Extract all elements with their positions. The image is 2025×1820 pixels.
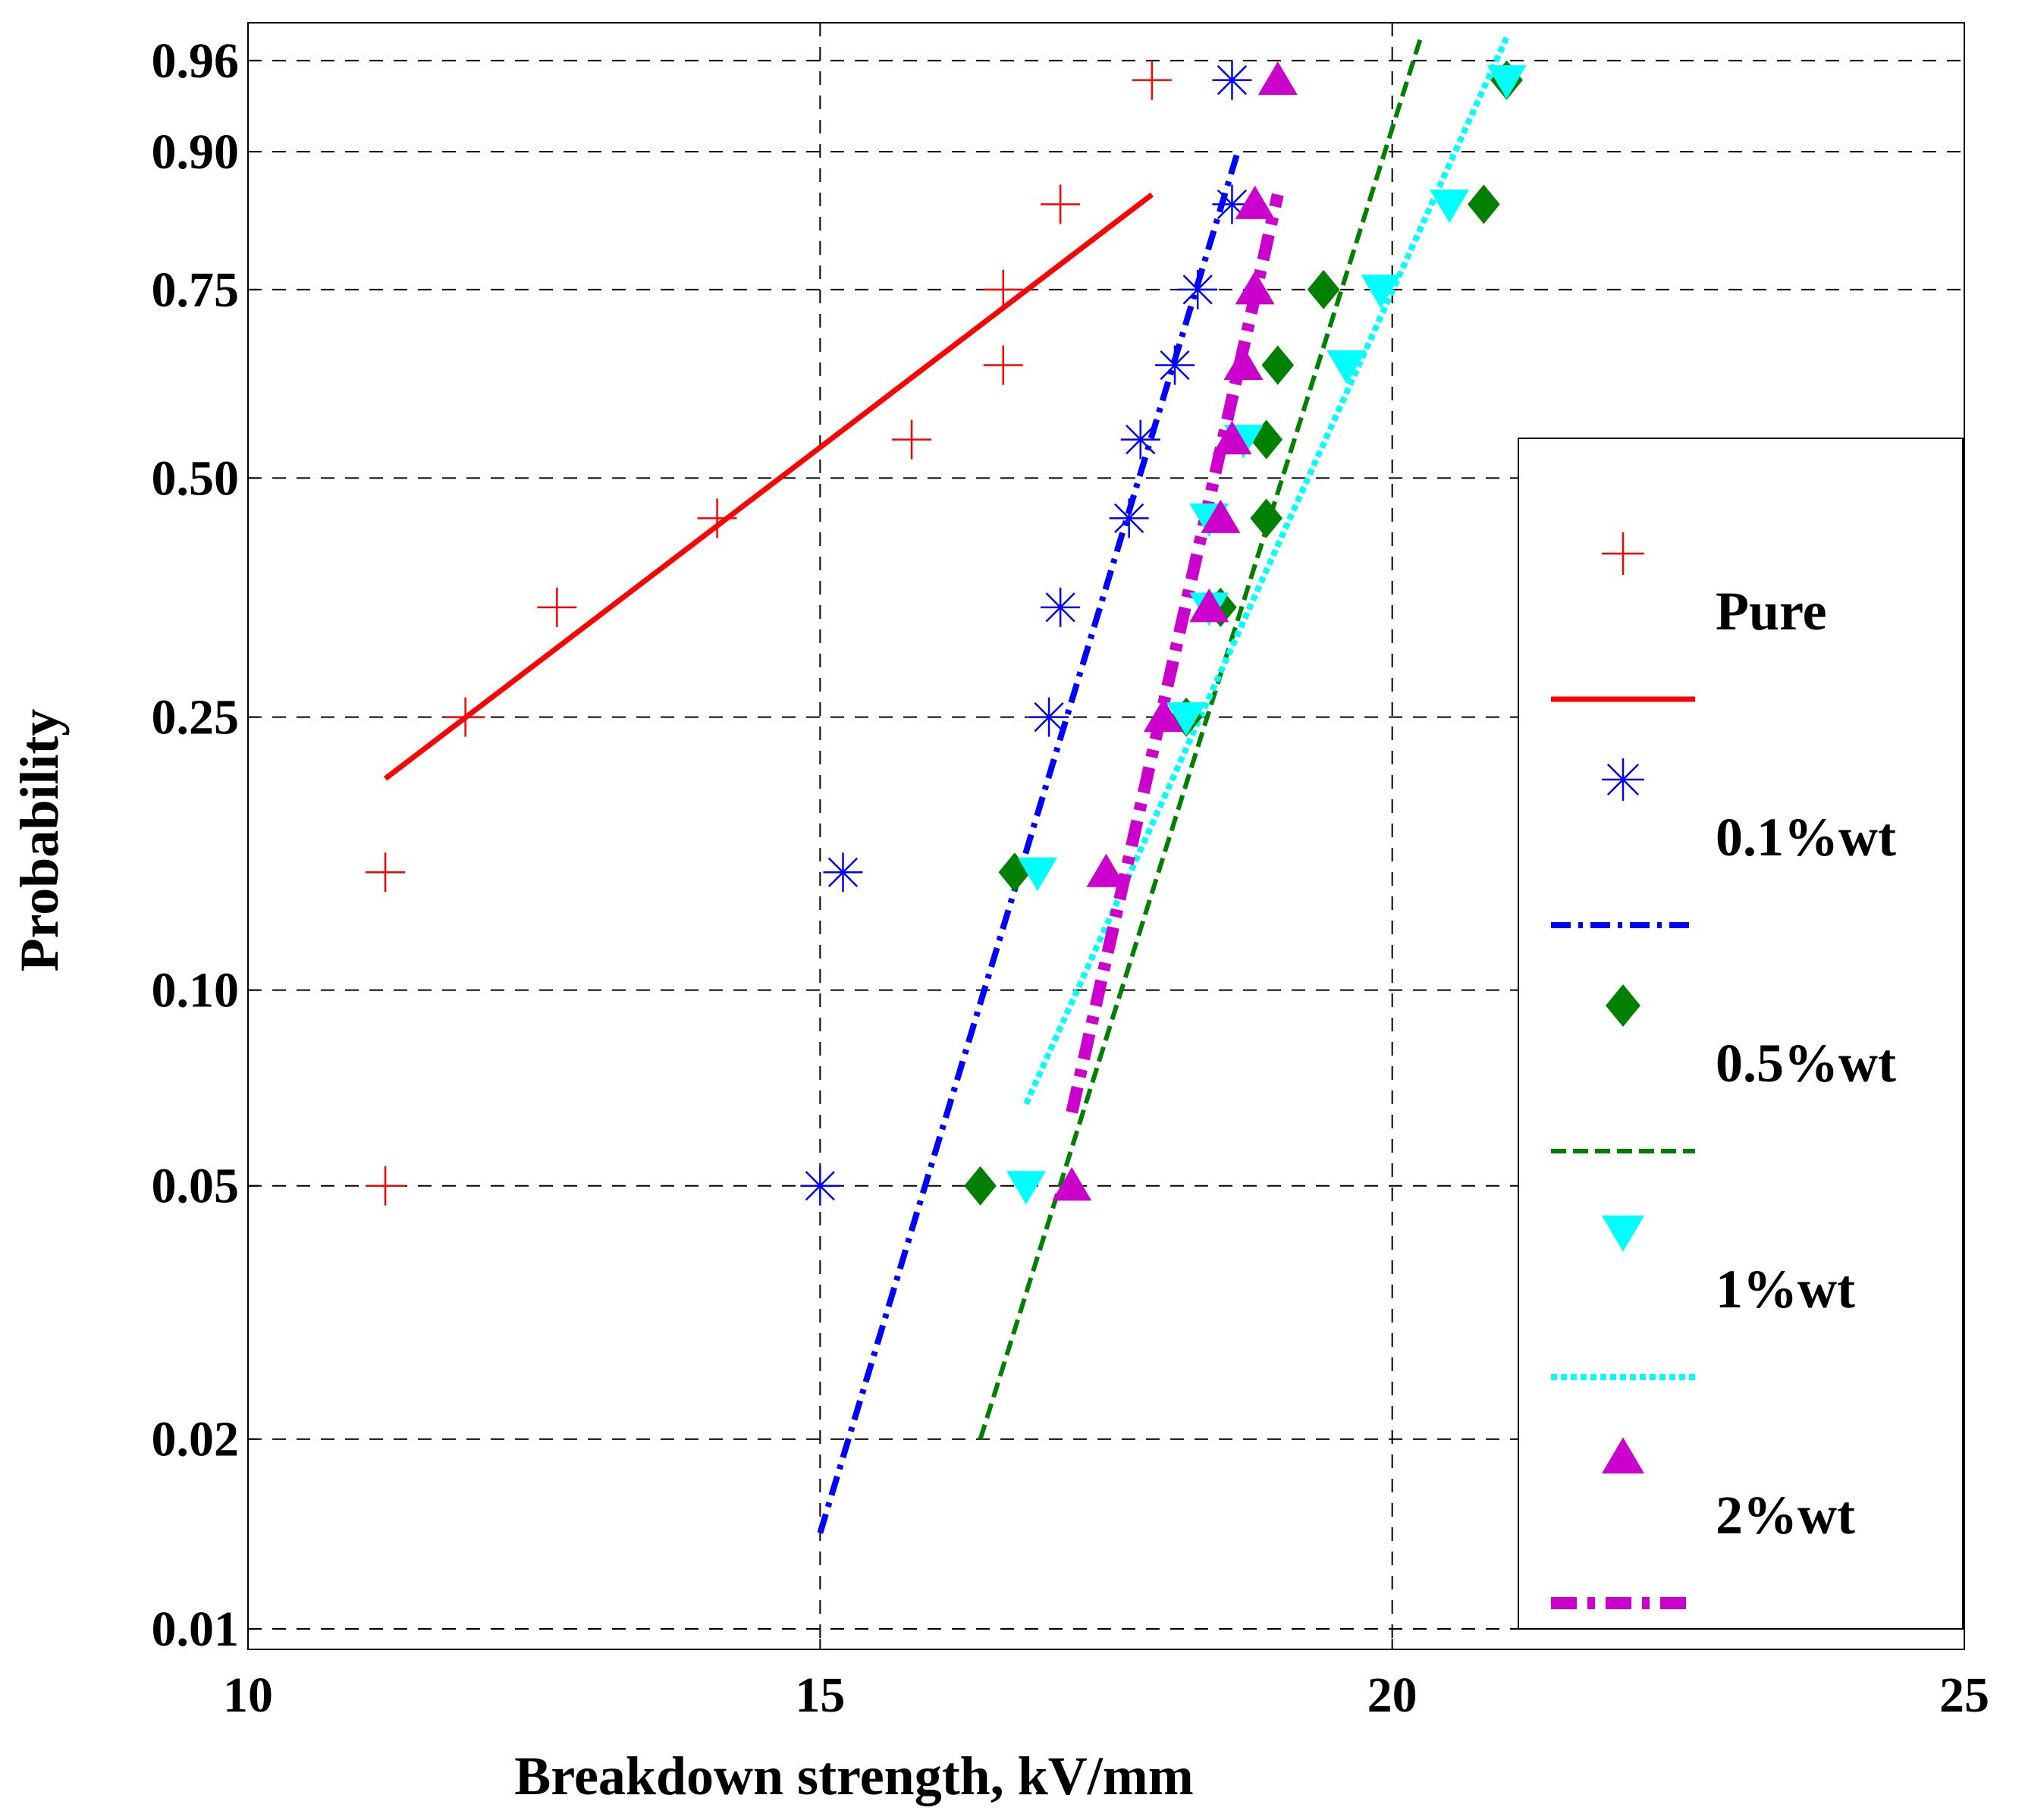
data-point <box>983 269 1023 309</box>
grid <box>248 23 1964 1649</box>
data-point <box>1223 346 1264 381</box>
y-tick-label: 0.02 <box>152 1412 240 1467</box>
x-tick-label: 25 <box>1939 1668 1989 1723</box>
marker-stroke <box>1126 425 1156 455</box>
marker-stroke <box>1217 189 1248 220</box>
fit-line-0.1%wt <box>817 150 1241 1534</box>
x-axis-title: Breakdown strength, kV/mm <box>514 1746 1193 1806</box>
fit-line-0.5%wt <box>978 36 1424 1440</box>
data-point <box>1178 269 1218 309</box>
y-tick-label: 0.01 <box>152 1602 240 1657</box>
legend-label: 0.1%wt <box>1716 807 1896 868</box>
y-tick-label: 0.90 <box>152 124 240 180</box>
legend-marker <box>1602 532 1644 575</box>
x-tick-label: 10 <box>223 1668 273 1723</box>
data-point <box>1086 853 1126 887</box>
data-point <box>1261 345 1295 385</box>
marker-stroke <box>1606 763 1640 796</box>
data-point <box>1166 702 1207 736</box>
legend-label: 0.5%wt <box>1716 1033 1896 1094</box>
data-point <box>1235 271 1275 305</box>
legend-marker <box>1602 1437 1644 1473</box>
data-points <box>366 60 1527 1206</box>
data-point <box>892 419 932 460</box>
data-point <box>964 1166 997 1206</box>
data-point <box>1468 184 1500 224</box>
legend-label: 1%wt <box>1716 1259 1855 1320</box>
data-point <box>1307 269 1340 309</box>
data-point <box>1361 275 1401 309</box>
marker-stroke <box>1182 275 1213 305</box>
data-point <box>983 345 1023 385</box>
y-tick-label: 0.05 <box>152 1159 240 1214</box>
y-tick-label: 0.50 <box>152 450 240 506</box>
legend: Pure 0.1%wt 0.5%wt 1%wt 2%wt <box>1518 438 1964 1630</box>
fit-line-1%wt <box>1023 36 1510 1106</box>
x-tick-label: 20 <box>1367 1668 1418 1723</box>
data-point <box>1143 698 1183 733</box>
data-point <box>1120 419 1160 460</box>
legend-marker <box>1602 758 1644 801</box>
marker-stroke <box>1034 701 1064 733</box>
data-point <box>1189 588 1229 623</box>
data-point <box>1201 499 1241 533</box>
data-point <box>1430 189 1470 224</box>
legend-label: Pure <box>1716 581 1827 642</box>
legend-marker <box>1602 1216 1644 1252</box>
y-tick-label: 0.25 <box>152 690 240 745</box>
data-point <box>800 1166 840 1206</box>
marker-stroke <box>827 857 859 887</box>
data-point <box>1487 65 1527 99</box>
y-axis-ticks: 0.01 0.02 0.05 0.10 0.25 0.50 0.75 0.90 0.96 <box>152 33 259 1657</box>
fit-line-Pure <box>383 192 1154 781</box>
legend-marker <box>1606 984 1640 1027</box>
data-point <box>366 852 406 893</box>
data-point <box>1041 587 1081 627</box>
data-point <box>697 498 737 538</box>
data-point <box>1041 184 1081 224</box>
legend-box <box>1518 438 1964 1630</box>
data-point <box>1212 60 1252 100</box>
data-point <box>1257 61 1298 96</box>
data-point <box>1132 60 1172 100</box>
data-point <box>445 697 485 737</box>
marker-stroke <box>805 1171 835 1201</box>
x-tick-label: 15 <box>795 1668 845 1723</box>
legend-label: 2%wt <box>1716 1485 1855 1545</box>
y-tick-label: 0.96 <box>152 33 240 89</box>
plot-frame <box>247 22 1965 1650</box>
y-tick-label: 0.75 <box>152 262 240 318</box>
y-tick-label: 0.10 <box>152 963 240 1018</box>
data-point <box>1326 350 1367 384</box>
data-point <box>537 587 577 627</box>
data-point <box>1017 857 1057 892</box>
marker-stroke <box>1114 503 1144 533</box>
marker-stroke <box>1160 350 1190 381</box>
data-point <box>366 1166 406 1206</box>
data-point <box>1052 1167 1092 1201</box>
data-point <box>1109 498 1149 538</box>
data-point <box>1212 420 1252 455</box>
data-point <box>1155 345 1195 385</box>
data-point <box>823 852 863 893</box>
y-axis-title: Probability <box>9 709 70 972</box>
data-point <box>1235 185 1275 219</box>
data-point <box>1006 1171 1046 1205</box>
marker-stroke <box>1217 65 1248 96</box>
x-axis-ticks: 10 15 20 25 <box>223 1639 1989 1723</box>
data-point <box>1250 498 1283 538</box>
marker-stroke <box>1045 592 1075 623</box>
data-point <box>1029 697 1069 737</box>
